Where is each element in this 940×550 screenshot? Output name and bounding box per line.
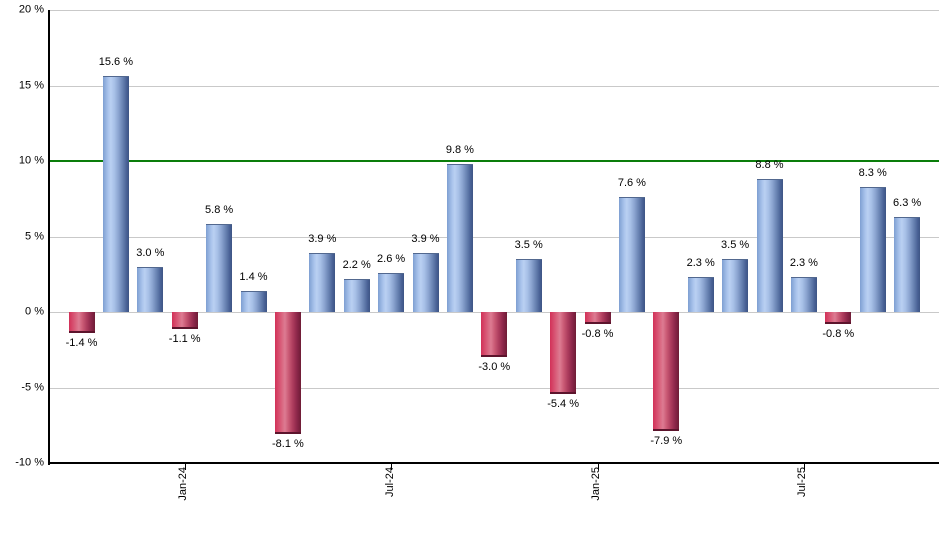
bar-value-label: 9.8 % (445, 144, 474, 157)
bar (722, 259, 749, 312)
x-tick-mark (391, 462, 393, 470)
bar (378, 272, 405, 312)
bar-value-label: -5.4 % (547, 397, 579, 410)
bar-value-label: 2.2 % (342, 258, 371, 271)
bar (240, 290, 267, 312)
bar-value-label: -3.0 % (478, 361, 511, 374)
bar (137, 266, 164, 312)
bar (894, 216, 921, 312)
x-tick-mark (184, 462, 186, 470)
bar (309, 253, 336, 312)
bar-value-label: 2.6 % (377, 252, 406, 265)
x-tick-mark (597, 462, 599, 470)
bar-value-label: -0.8 % (581, 328, 614, 341)
bar (825, 312, 852, 325)
bar-value-label: 7.6 % (617, 177, 646, 190)
bar (171, 312, 198, 329)
bar-value-label: -1.4 % (65, 337, 98, 350)
y-axis-label: 5 % (25, 230, 44, 242)
bar (859, 186, 886, 312)
bar-value-label: -0.8 % (822, 328, 855, 341)
y-axis-label: -5 % (21, 381, 44, 393)
bar-value-label: -1.1 % (168, 332, 201, 345)
bar-value-label: -7.9 % (650, 435, 683, 448)
bar-value-label: 6.3 % (893, 196, 922, 209)
bar (653, 312, 680, 432)
gridline (48, 387, 939, 389)
bar (515, 259, 542, 312)
bar-value-label: 8.8 % (755, 159, 784, 172)
bar-value-label: 2.3 % (686, 257, 715, 270)
bar (687, 277, 714, 312)
x-axis-label: Jan-24 (177, 467, 190, 501)
bar (481, 312, 508, 358)
bar (446, 164, 473, 312)
bar (68, 312, 95, 334)
bar (102, 76, 129, 312)
y-axis-label: 20 % (18, 3, 44, 16)
x-tick-mark (803, 462, 805, 470)
bar-value-label: 15.6 % (98, 56, 134, 69)
y-axis-line (48, 10, 50, 465)
bar-value-label: 8.3 % (858, 166, 887, 179)
bar (790, 277, 817, 312)
bar (274, 312, 301, 435)
y-axis-label: -10 % (15, 456, 44, 469)
x-axis-label: Jul-25 (796, 467, 809, 497)
gridline (48, 10, 939, 11)
reference-line-10pct (48, 160, 939, 162)
bar-value-label: 3.5 % (514, 239, 543, 252)
bar-value-label: 3.9 % (308, 233, 337, 246)
x-axis-label: Jan-25 (590, 467, 602, 501)
gridline (48, 236, 939, 238)
bar-value-label: 3.5 % (721, 239, 750, 252)
bar-value-label: 1.4 % (239, 270, 268, 283)
bar (618, 197, 645, 312)
bar-value-label: 3.9 % (411, 233, 440, 246)
bar (206, 224, 233, 312)
bar (584, 312, 611, 325)
y-axis-label: 10 % (18, 154, 44, 167)
gridline (48, 85, 939, 87)
bar (412, 253, 439, 312)
y-axis-label: 15 % (18, 79, 44, 91)
bar (550, 312, 577, 394)
bar (343, 278, 370, 312)
bar-value-label: 2.3 % (789, 257, 818, 270)
x-axis-line (48, 462, 939, 464)
bar-value-label: 5.8 % (205, 204, 234, 217)
bar (756, 179, 783, 312)
y-axis-label: 0 % (25, 305, 44, 318)
bar-value-label: -8.1 % (271, 438, 304, 451)
x-axis-label: Jul-24 (383, 467, 396, 497)
bar-value-label: 3.0 % (136, 246, 165, 259)
